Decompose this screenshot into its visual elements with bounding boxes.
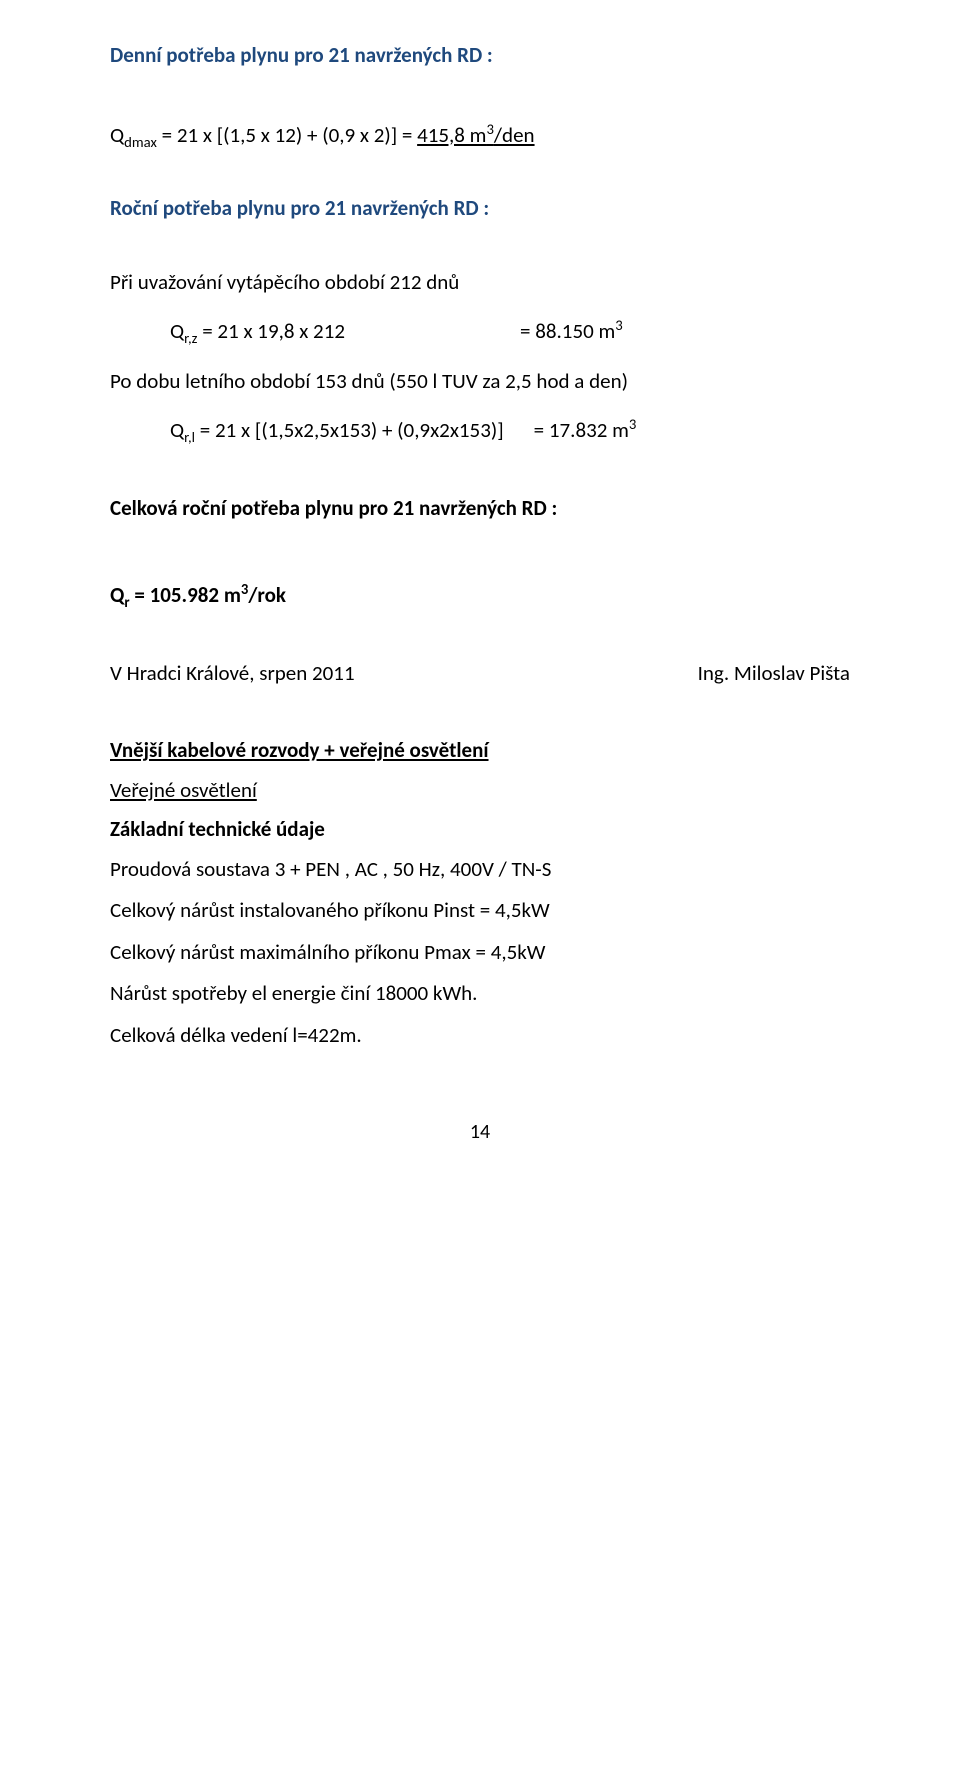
equation-qr: Qr = 105.982 m3/rok <box>110 580 850 612</box>
eq3-rhs-sup: 3 <box>629 415 636 433</box>
eq1-value: 415,8 m <box>417 122 486 148</box>
eq4-mid: = 105.982 m <box>130 582 241 608</box>
text-pinst: Celkový nárůst instalovaného příkonu Pin… <box>110 895 850 927</box>
text-pmax: Celkový nárůst maximálního příkonu Pmax … <box>110 937 850 969</box>
heading-total-annual: Celková roční potřeba plynu pro 21 navrž… <box>110 493 850 525</box>
eq3-symbol: Q <box>170 417 184 443</box>
eq2-symbol: Q <box>170 318 184 344</box>
text-consumption: Nárůst spotřeby el energie činí 18000 kW… <box>110 978 850 1010</box>
text-system: Proudová soustava 3 + PEN , AC , 50 Hz, … <box>110 854 850 886</box>
eq2-rhs: = 88.150 m <box>520 318 615 344</box>
section-external-cables: Vnější kabelové rozvody + veřejné osvětl… <box>110 735 850 767</box>
section-public-lighting: Veřejné osvětlení <box>110 775 850 807</box>
eq3-sub: r,l <box>184 428 195 446</box>
heading-daily-need: Denní potřeba plynu pro 21 navržených RD… <box>110 40 850 72</box>
text-length: Celková délka vedení l=422m. <box>110 1020 850 1052</box>
signature-name: Ing. Miloslav Pišta <box>698 658 850 690</box>
text-summer-period: Po dobu letního období 153 dnů (550 l TU… <box>110 366 850 398</box>
eq1-symbol: Q <box>110 122 124 148</box>
eq3-rest: = 21 x [(1,5x2,5x153) + (0,9x2x153)] <box>195 417 504 443</box>
eq1-mid: = 21 x [(1,5 x 12) + (0,9 x 2)] = <box>157 122 417 148</box>
signature-row: V Hradci Králové, srpen 2011 Ing. Milosl… <box>110 658 850 690</box>
page-number: 14 <box>110 1117 850 1147</box>
signature-place-date: V Hradci Králové, srpen 2011 <box>110 658 355 690</box>
equation-qrl: Qr,l = 21 x [(1,5x2,5x153) + (0,9x2x153)… <box>110 415 850 447</box>
eq3-rhs: = 17.832 m <box>534 417 629 443</box>
equation-qrz: Qr,z = 21 x 19,8 x 212 = 88.150 m3 <box>110 316 850 348</box>
eq1-sup: 3 <box>486 120 493 138</box>
eq4-suffix: /rok <box>248 582 286 608</box>
eq4-symbol: Q <box>110 582 124 608</box>
eq1-suffix: /den <box>494 122 535 148</box>
eq2-rest: = 21 x 19,8 x 212 <box>197 318 345 344</box>
equation-qdmax: Qdmax = 21 x [(1,5 x 12) + (0,9 x 2)] = … <box>110 120 850 152</box>
eq1-sub: dmax <box>124 133 157 151</box>
text-heating-period: Při uvažování vytápěcího období 212 dnů <box>110 267 850 299</box>
section-basic-tech: Základní technické údaje <box>110 814 850 846</box>
eq2-sub: r,z <box>184 329 197 347</box>
heading-annual-need: Roční potřeba plynu pro 21 navržených RD… <box>110 193 850 225</box>
eq2-rhs-sup: 3 <box>615 316 622 334</box>
